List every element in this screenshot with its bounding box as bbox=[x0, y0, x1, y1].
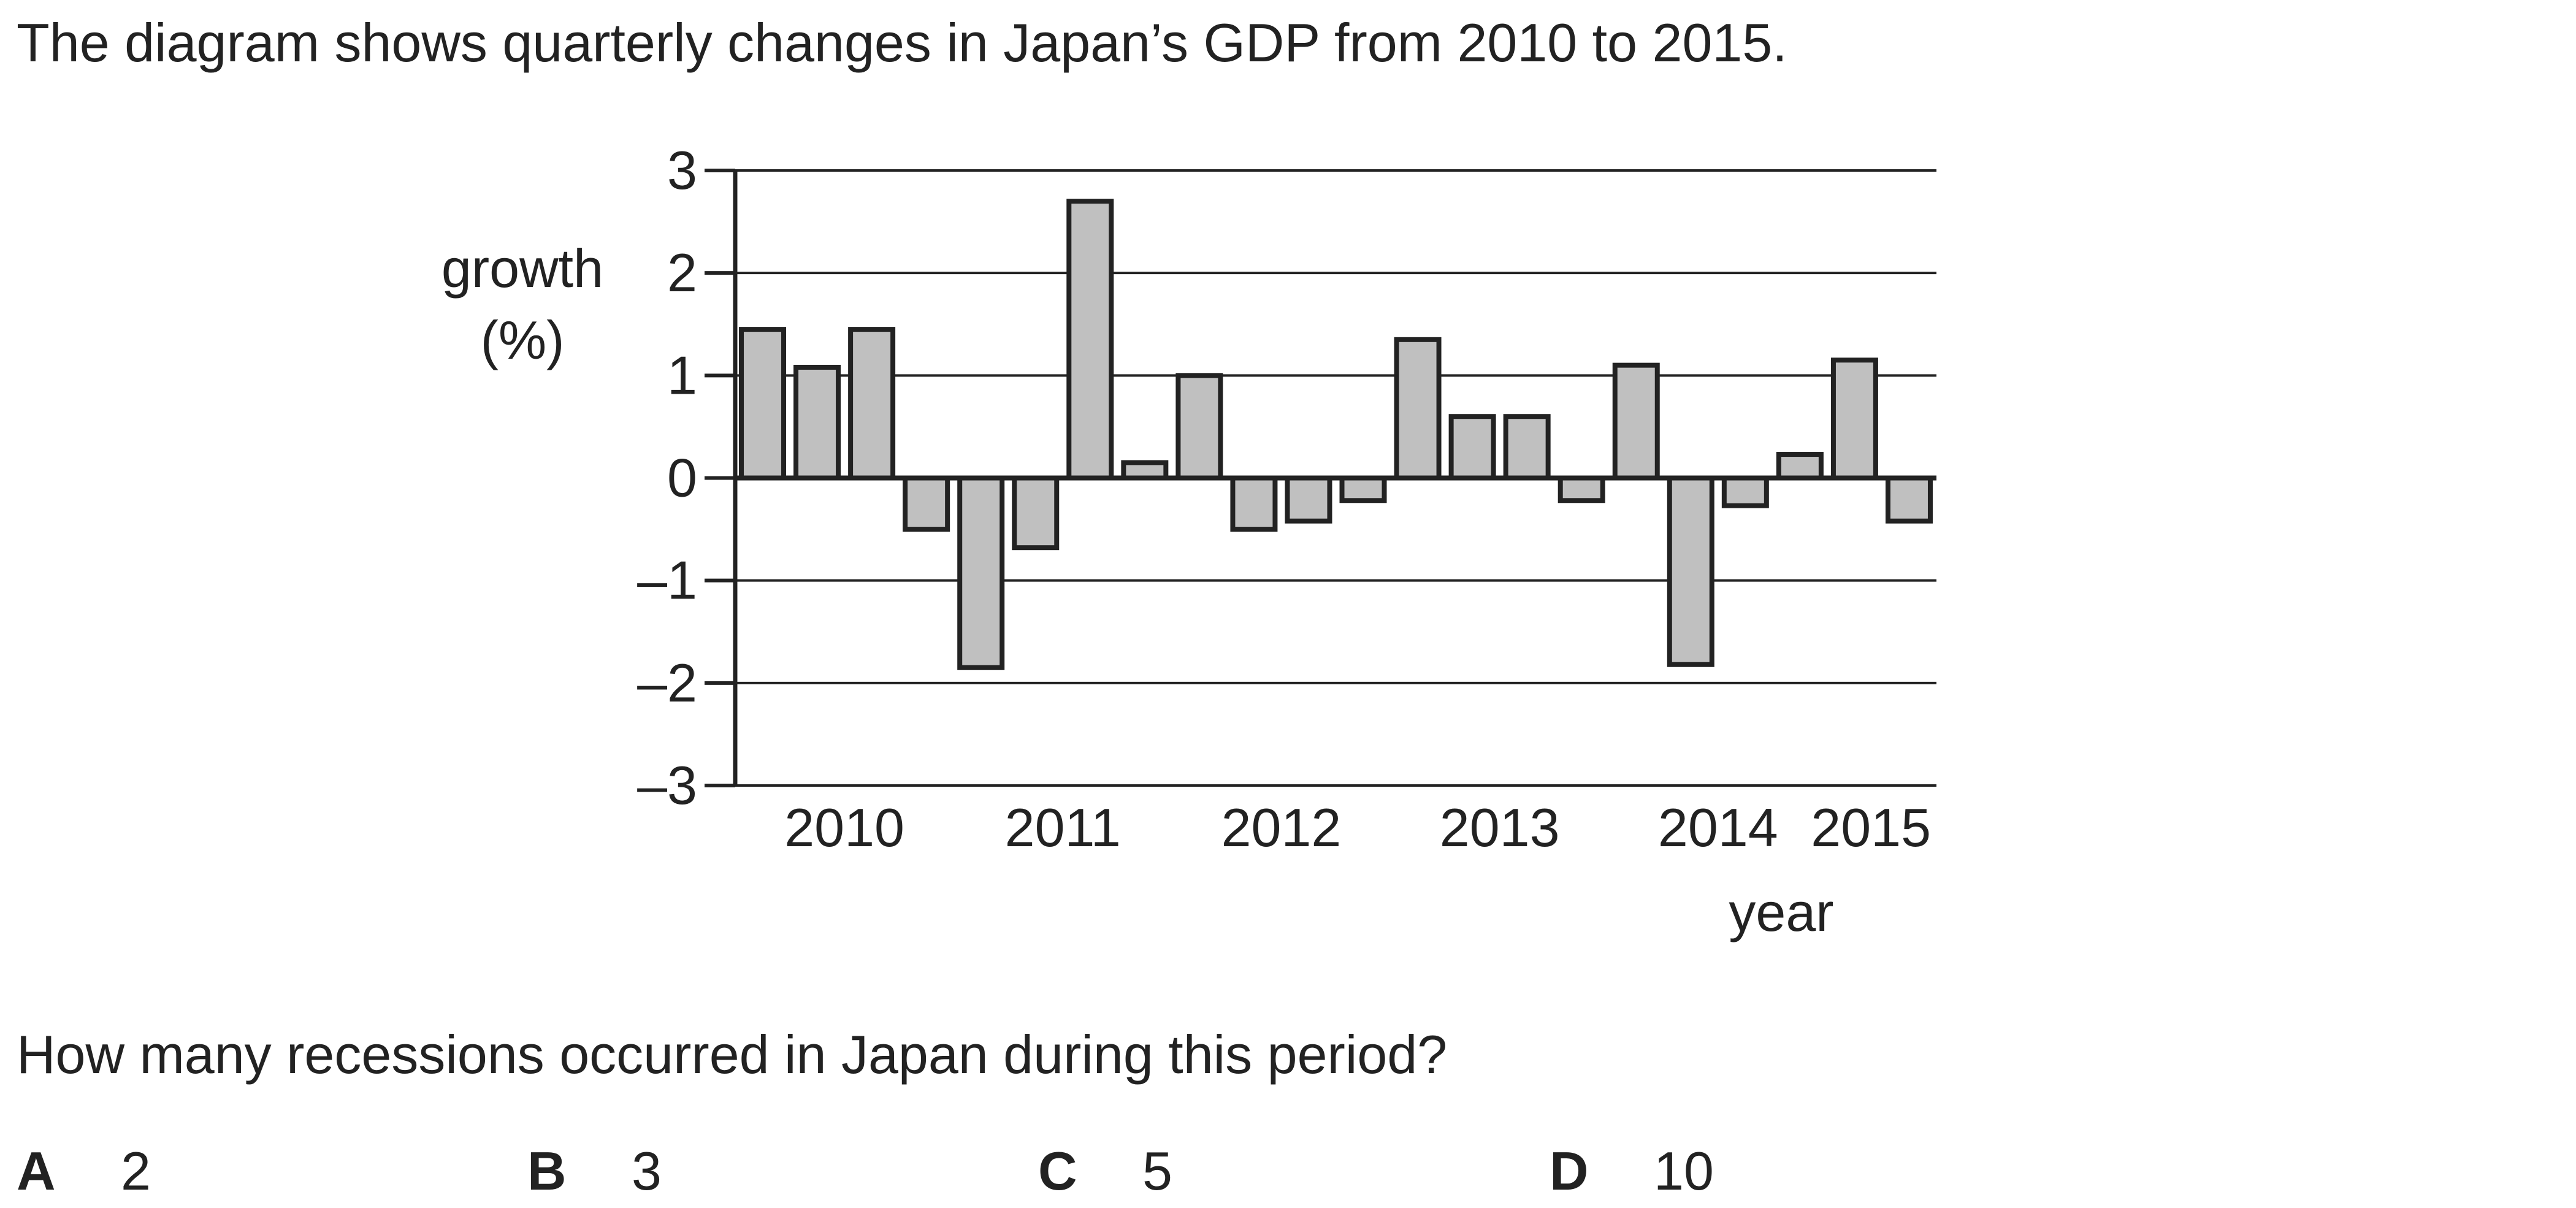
bar-q5 bbox=[957, 475, 1005, 670]
bar-q22 bbox=[1885, 475, 1933, 524]
option-c-value: 5 bbox=[1142, 1141, 1172, 1201]
bar-q15 bbox=[1503, 414, 1551, 481]
x-year-label: 2012 bbox=[1221, 797, 1342, 858]
bar-q12 bbox=[1339, 475, 1387, 503]
x-year-label: 2014 bbox=[1658, 797, 1778, 858]
y-tick-label: 1 bbox=[667, 345, 697, 405]
bar-q6 bbox=[1012, 475, 1060, 551]
x-year-label: 2015 bbox=[1811, 797, 1931, 858]
bars bbox=[739, 199, 1933, 670]
intro-text: The diagram shows quarterly changes in J… bbox=[17, 12, 1787, 73]
option-d-value: 10 bbox=[1654, 1141, 1714, 1201]
bar-q18 bbox=[1667, 475, 1714, 667]
bar-q20 bbox=[1776, 452, 1824, 481]
bar-q7 bbox=[1066, 199, 1114, 481]
option-b-letter: B bbox=[527, 1141, 567, 1201]
bar-q3 bbox=[848, 327, 896, 481]
option-c-letter: C bbox=[1038, 1141, 1077, 1201]
y-axis-label-line-1: growth bbox=[441, 238, 603, 299]
bar-q14 bbox=[1448, 414, 1496, 481]
bar-q11 bbox=[1285, 475, 1332, 524]
x-year-label: 2010 bbox=[784, 797, 904, 858]
bar-q13 bbox=[1394, 337, 1442, 481]
bar-q21 bbox=[1830, 357, 1878, 481]
question-text: How many recessions occurred in Japan du… bbox=[17, 1024, 1448, 1085]
axes: 3 2 1 0 –1 –2 –3 2010 2011 2012 2013 2014 2015 bbox=[637, 140, 1936, 858]
bar-q19 bbox=[1721, 475, 1769, 508]
y-tick-label: 2 bbox=[667, 242, 697, 303]
bar-q1 bbox=[739, 327, 787, 481]
x-axis-label: year bbox=[1729, 882, 1833, 942]
x-year-label: 2011 bbox=[1005, 797, 1121, 858]
y-tick-label: –3 bbox=[637, 755, 697, 816]
bar-q2 bbox=[793, 364, 841, 481]
y-tick-label: 3 bbox=[667, 140, 697, 201]
y-tick-label: 0 bbox=[667, 448, 697, 508]
bar-q16 bbox=[1557, 475, 1605, 503]
option-a-value: 2 bbox=[121, 1141, 151, 1201]
option-d-letter: D bbox=[1550, 1141, 1589, 1201]
bar-q9 bbox=[1175, 373, 1223, 481]
y-tick-label: –1 bbox=[637, 550, 697, 611]
option-b-value: 3 bbox=[632, 1141, 662, 1201]
y-axis-label-line-2: (%) bbox=[481, 310, 565, 370]
x-year-label: 2013 bbox=[1440, 797, 1560, 858]
bar-q4 bbox=[903, 475, 950, 532]
y-tick-label: –2 bbox=[637, 652, 697, 713]
bar-q17 bbox=[1612, 362, 1660, 481]
option-a-letter: A bbox=[17, 1141, 56, 1201]
grid-lines bbox=[735, 169, 1936, 787]
option-d[interactable]: D 10 bbox=[1550, 1134, 1714, 1208]
bar-q10 bbox=[1230, 475, 1278, 532]
